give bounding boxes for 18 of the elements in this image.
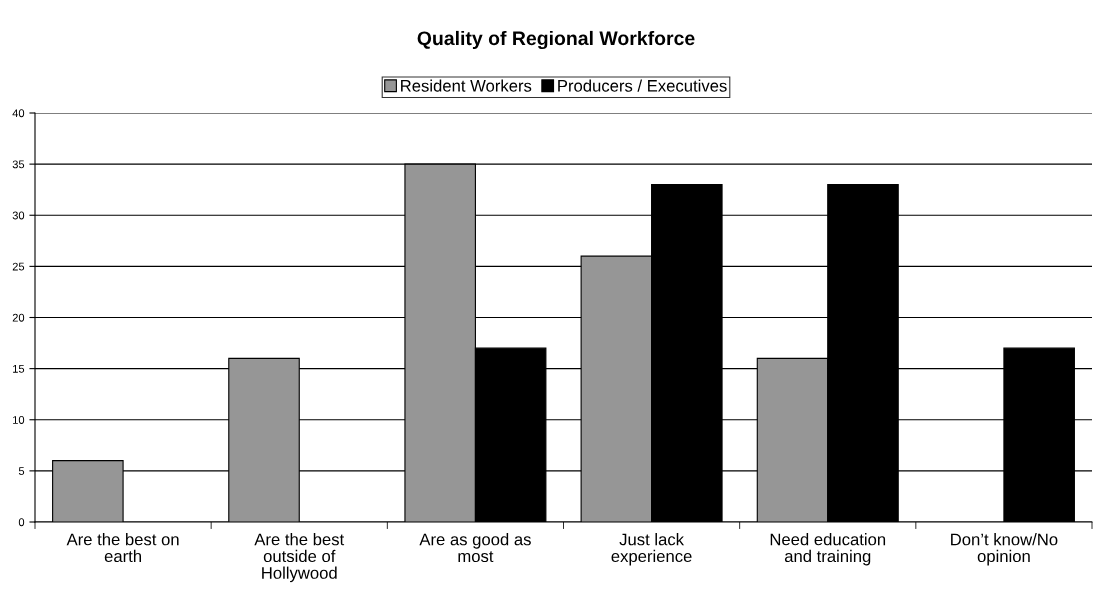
y-tick-label: 30 — [12, 211, 25, 220]
chart-title: Quality of Regional Workforce — [417, 30, 695, 50]
y-tick-label: 25 — [12, 262, 25, 271]
legend-label: Resident Workers — [401, 79, 532, 92]
x-tick-label: Need education and training — [770, 533, 886, 566]
y-tick-label: 35 — [12, 160, 25, 169]
y-tick-label: 20 — [12, 313, 25, 322]
x-tick-label: Are as good as most — [419, 533, 531, 563]
x-tick-label: Are the best outside of Hollywood — [254, 533, 345, 583]
x-tick-label: Don’t know/No opinion — [951, 533, 1058, 566]
legend-label: Producers / Executives — [558, 79, 727, 92]
x-tick-label: Just lack experience — [611, 533, 692, 566]
y-tick-label: 40 — [12, 109, 25, 118]
y-tick-label: 15 — [13, 365, 25, 373]
y-tick-label: 0 — [18, 518, 25, 527]
y-tick-label: 5 — [18, 467, 25, 476]
y-tick-label: 10 — [13, 416, 25, 424]
x-tick-label: Are the best on earth — [66, 533, 179, 563]
